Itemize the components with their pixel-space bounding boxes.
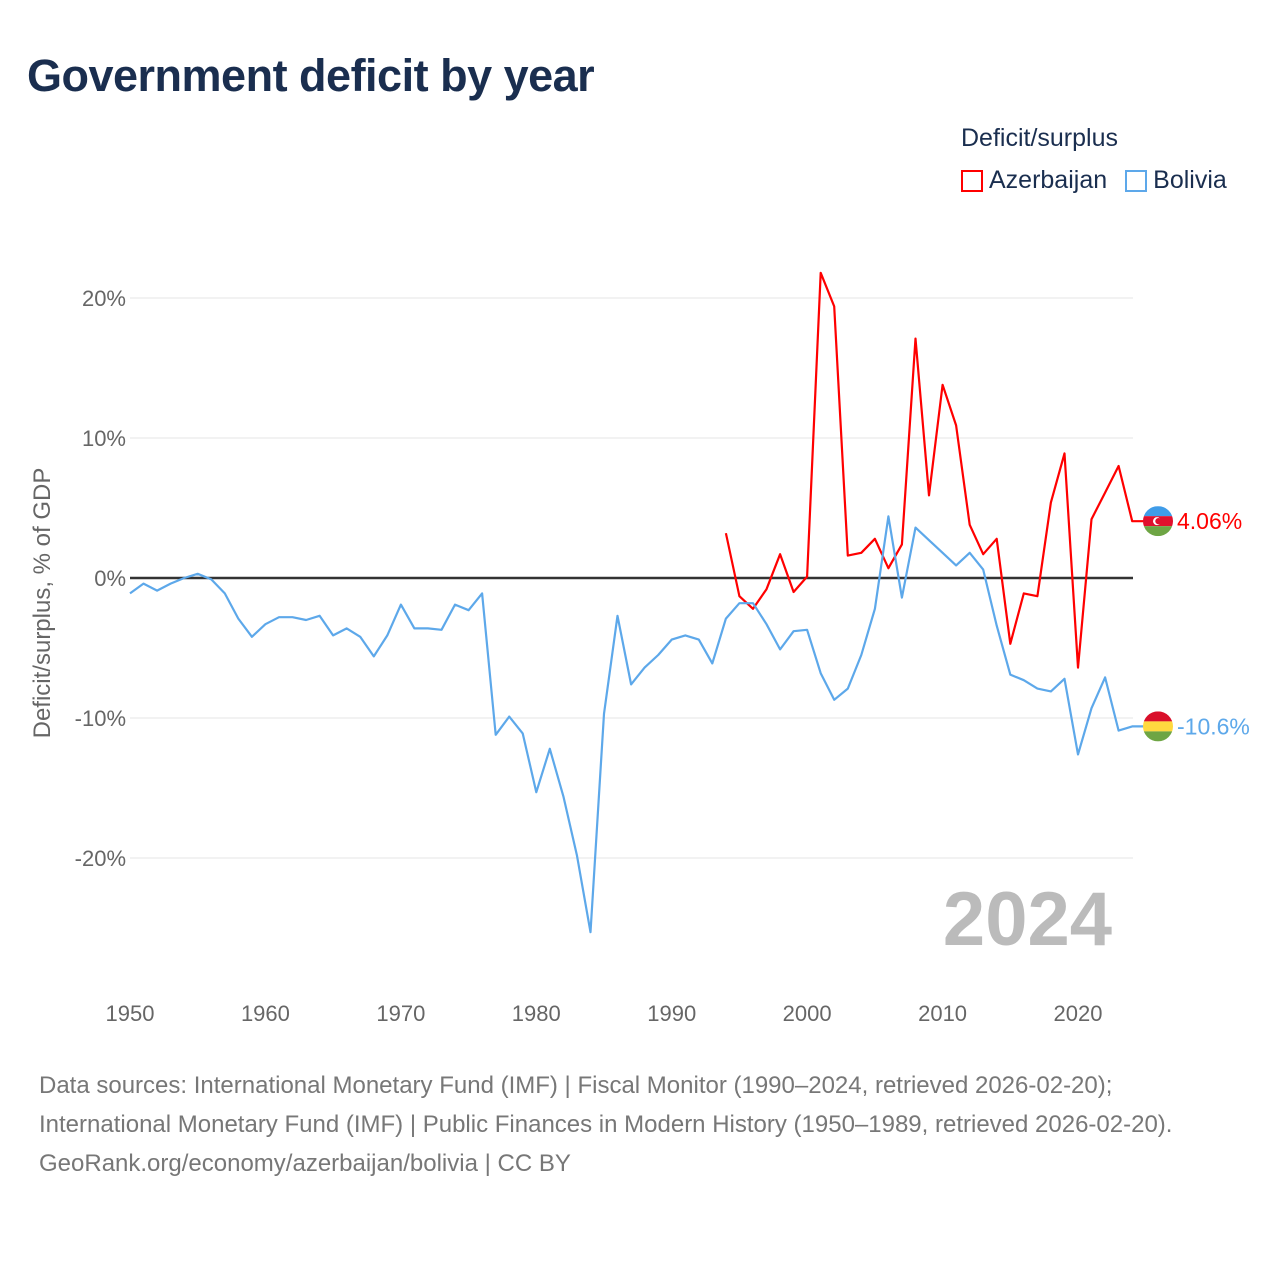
legend-title: Deficit/surplus xyxy=(961,124,1118,152)
legend-swatch-bolivia xyxy=(1125,169,1148,192)
legend-label: Azerbaijan xyxy=(989,166,1108,194)
x-tick-label: 1960 xyxy=(241,1001,290,1026)
chart-title: Government deficit by year xyxy=(27,50,595,101)
year-watermark: 2024 xyxy=(943,877,1112,962)
y-tick-label: -10% xyxy=(75,706,126,731)
x-tick-label: 1990 xyxy=(647,1001,696,1026)
legend-label: Bolivia xyxy=(1153,166,1227,194)
y-tick-label: 20% xyxy=(82,286,126,311)
x-tick-label: 2010 xyxy=(918,1001,967,1026)
legend-item-azerbaijan[interactable]: Azerbaijan xyxy=(961,166,1107,195)
x-tick-label: 1970 xyxy=(376,1001,425,1026)
x-tick-label: 2000 xyxy=(783,1001,832,1026)
x-tick-label: 1980 xyxy=(512,1001,561,1026)
x-tick-label: 1950 xyxy=(106,1001,155,1026)
flag-icon-bolivia xyxy=(1143,711,1173,742)
legend-item-bolivia[interactable]: Bolivia xyxy=(1125,166,1227,195)
series-line-bolivia xyxy=(129,515,1146,934)
y-axis-label: Deficit/surplus, % of GDP xyxy=(29,468,56,739)
legend: Azerbaijan Bolivia xyxy=(961,166,1227,195)
end-value-label: 4.06% xyxy=(1177,508,1242,534)
legend-swatch-azerbaijan xyxy=(961,169,983,192)
series-line-azerbaijan xyxy=(724,271,1146,669)
footer: Data sources: International Monetary Fun… xyxy=(39,1066,1239,1183)
line-chart: Deficit/surplus, % of GDP 2024 20% 10% 0% -… xyxy=(29,271,1250,1026)
y-tick-label: 0% xyxy=(94,566,126,591)
flag-icon-azerbaijan xyxy=(1143,506,1173,537)
y-tick-label: 10% xyxy=(82,426,126,451)
x-tick-label: 2020 xyxy=(1054,1001,1103,1026)
end-value-label: -10.6% xyxy=(1177,713,1250,739)
y-tick-label: -20% xyxy=(75,846,126,871)
credit-link[interactable]: GeoRank.org/economy/azerbaijan/bolivia |… xyxy=(39,1150,571,1177)
data-sources: Data sources: International Monetary Fun… xyxy=(39,1072,1173,1138)
